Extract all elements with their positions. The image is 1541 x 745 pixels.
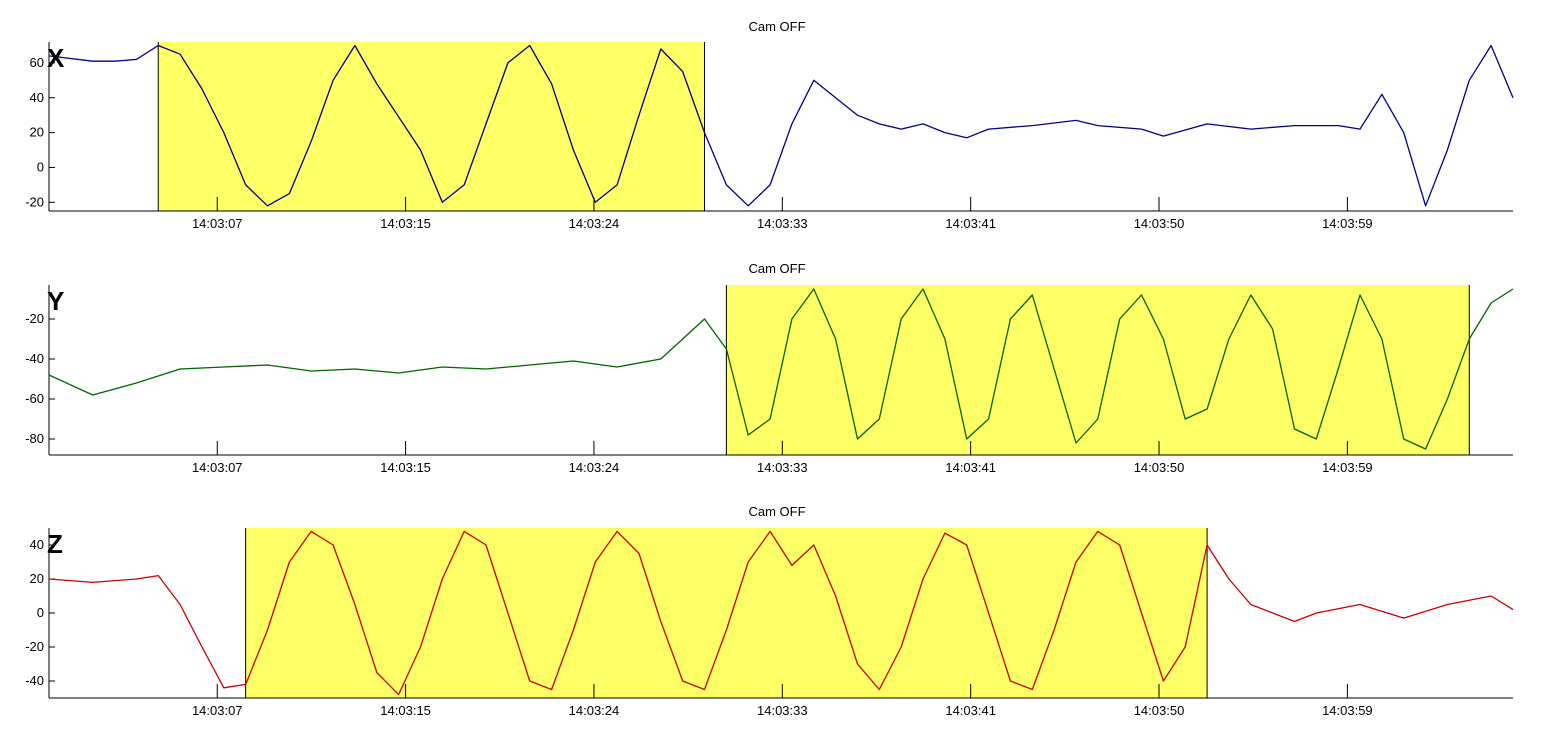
axis-letter-x: X — [47, 43, 65, 73]
x-tick-label-z: 14:03:41 — [945, 703, 996, 718]
axis-letter-y: Y — [47, 286, 64, 316]
y-tick-label-z: 40 — [30, 537, 44, 552]
x-tick-label-x: 14:03:24 — [569, 216, 620, 231]
y-tick-label-y: -20 — [25, 311, 44, 326]
x-tick-label-y: 14:03:15 — [380, 460, 431, 475]
x-tick-label-y: 14:03:41 — [945, 460, 996, 475]
x-tick-label-z: 14:03:33 — [757, 703, 808, 718]
y-tick-label-z: 0 — [37, 605, 44, 620]
x-tick-label-x: 14:03:41 — [945, 216, 996, 231]
axis-letter-z: Z — [47, 529, 63, 559]
series-line-x — [48, 44, 1514, 207]
y-tick-label-z: 20 — [30, 571, 44, 586]
x-tick-label-z: 14:03:15 — [380, 703, 431, 718]
x-tick-label-y: 14:03:33 — [757, 460, 808, 475]
x-tick-label-y: 14:03:59 — [1322, 460, 1373, 475]
x-tick-label-z: 14:03:59 — [1322, 703, 1373, 718]
y-tick-label-x: 40 — [30, 90, 44, 105]
series-line-y — [48, 288, 1514, 450]
x-tick-label-y: 14:03:50 — [1134, 460, 1185, 475]
x-tick-label-x: 14:03:59 — [1322, 216, 1373, 231]
y-tick-label-x: 60 — [30, 55, 44, 70]
highlight-region-z — [245, 528, 1208, 698]
x-tick-label-x: 14:03:07 — [192, 216, 243, 231]
y-tick-label-x: 0 — [37, 159, 44, 174]
panel-title-y: Cam OFF — [748, 261, 805, 276]
y-tick-label-y: -40 — [25, 351, 44, 366]
x-tick-label-z: 14:03:50 — [1134, 703, 1185, 718]
x-tick-label-x: 14:03:50 — [1134, 216, 1185, 231]
x-tick-label-y: 14:03:24 — [569, 460, 620, 475]
y-tick-label-y: -80 — [25, 431, 44, 446]
y-tick-label-z: -40 — [25, 673, 44, 688]
x-tick-label-z: 14:03:24 — [569, 703, 620, 718]
x-tick-label-x: 14:03:15 — [380, 216, 431, 231]
panel-title-x: Cam OFF — [748, 19, 805, 34]
highlight-region-x — [158, 42, 705, 211]
highlight-region-y — [726, 285, 1470, 455]
panel-title-z: Cam OFF — [748, 504, 805, 519]
y-tick-label-x: 20 — [30, 125, 44, 140]
series-line-z — [48, 530, 1514, 696]
y-tick-label-x: -20 — [25, 194, 44, 209]
x-tick-label-x: 14:03:33 — [757, 216, 808, 231]
x-tick-label-z: 14:03:07 — [192, 703, 243, 718]
y-tick-label-y: -60 — [25, 391, 44, 406]
y-tick-label-z: -20 — [25, 639, 44, 654]
x-tick-label-y: 14:03:07 — [192, 460, 243, 475]
